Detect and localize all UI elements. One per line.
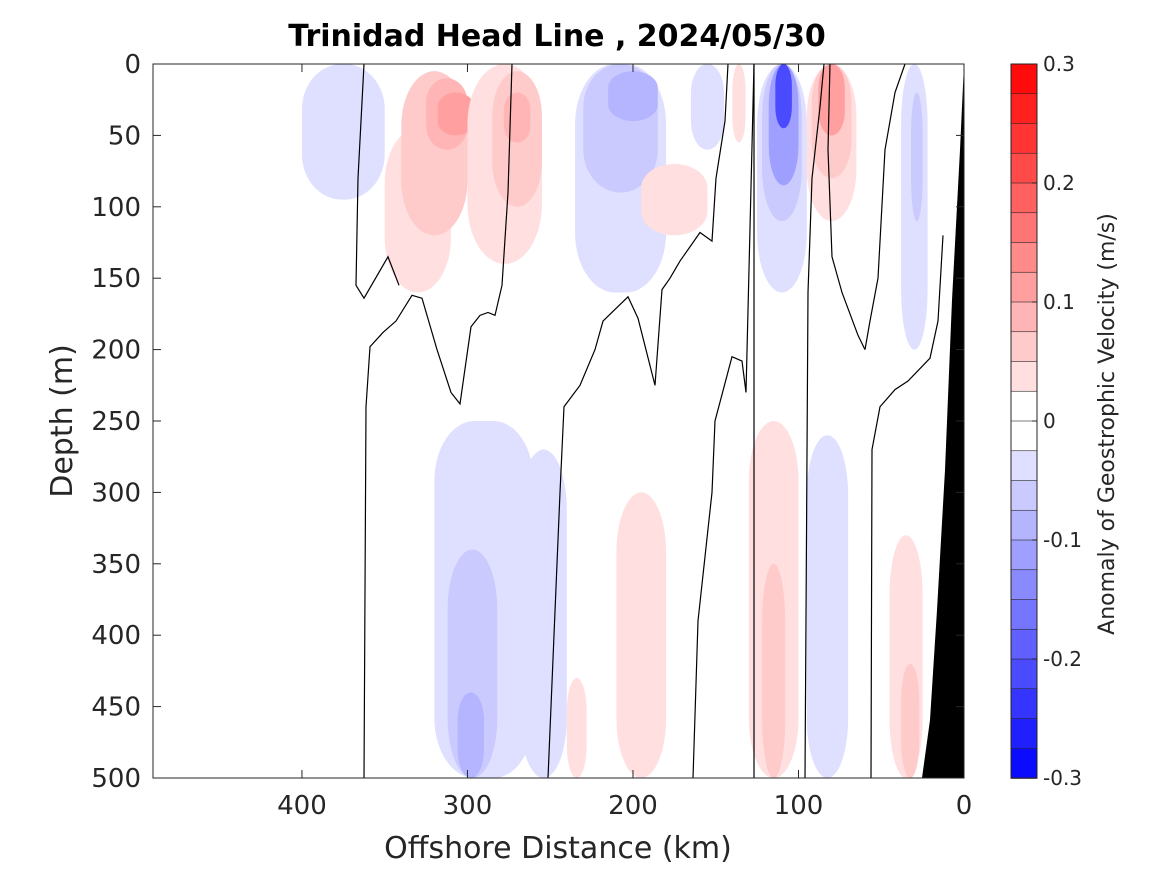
colorbar-swatch-10: [1010, 361, 1038, 393]
zero-contour-1: [363, 63, 513, 779]
colorbar-swatch-17: [1010, 569, 1038, 601]
velocity-cells: [301, 64, 928, 778]
y-tick-label-0: 0: [124, 50, 141, 80]
colorbar-swatch-15: [1010, 509, 1038, 541]
axis-ticks: 400 300 200 100 0 0 50 100 150 200 250 300 350 400 450…: [91, 50, 972, 821]
y-tick-label-300: 300: [91, 478, 141, 508]
zero-contour-7: [827, 63, 866, 350]
colorbar-tick-label--0.2: -0.2: [1043, 647, 1082, 671]
colorbar-swatch-16: [1010, 539, 1038, 571]
zero-contour-0: [355, 63, 400, 300]
velocity-cell-20: [818, 64, 845, 136]
y-tick-label-500: 500: [91, 764, 141, 794]
x-axis-label: Offshore Distance (km): [384, 831, 732, 866]
velocity-cell-33: [901, 663, 920, 778]
colorbar-swatch-20: [1010, 658, 1038, 690]
colorbar-swatch-12: [1010, 420, 1038, 452]
zero-contour-6: [870, 235, 944, 779]
plot-area: 400 300 200 100 0 0 50 100 150 200 250 300 350 400 450…: [91, 50, 972, 821]
colorbar-tick-label-0.1: 0.1: [1043, 290, 1075, 314]
x-tick-label-300: 300: [443, 791, 493, 821]
colorbar-swatches: [1010, 63, 1038, 779]
velocity-cell-0: [301, 64, 385, 200]
colorbar-tick-label-0.3: 0.3: [1043, 52, 1075, 76]
zero-contour-8: [864, 63, 906, 350]
colorbar-swatch-6: [1010, 242, 1038, 274]
velocity-cell-30: [762, 563, 786, 778]
velocity-cell-22: [911, 92, 923, 222]
y-tick-label-150: 150: [91, 264, 141, 294]
velocity-cell-12: [690, 64, 725, 150]
colorbar-tick-label-0: 0: [1043, 409, 1056, 433]
velocity-cell-31: [806, 435, 849, 778]
velocity-cell-10: [608, 71, 658, 122]
chart-title: Trinidad Head Line , 2024/05/30: [288, 19, 825, 54]
colorbar-swatch-19: [1010, 628, 1038, 660]
x-tick-label-100: 100: [774, 791, 824, 821]
y-tick-label-200: 200: [91, 336, 141, 366]
zero-contour-2: [547, 63, 729, 779]
velocity-cell-11: [641, 163, 708, 236]
colorbar-tick-label--0.3: -0.3: [1043, 766, 1082, 790]
velocity-cell-4: [437, 92, 475, 136]
x-tick-label-400: 400: [277, 791, 327, 821]
colorbar-swatch-13: [1010, 450, 1038, 482]
x-tick-label-0: 0: [956, 791, 973, 821]
zero-contours: [355, 63, 944, 779]
colorbar-swatch-3: [1010, 152, 1038, 184]
colorbar-swatch-9: [1010, 331, 1038, 363]
y-tick-label-400: 400: [91, 621, 141, 651]
colorbar-swatch-21: [1010, 688, 1038, 720]
velocity-cell-13: [732, 64, 746, 143]
velocity-cell-25: [457, 692, 485, 778]
y-axis-label: Depth (m): [45, 344, 80, 498]
colorbar-swatch-2: [1010, 123, 1038, 155]
y-tick-label-250: 250: [91, 407, 141, 437]
zero-contour-5: [804, 63, 825, 779]
colorbar-label: Anomaly of Geostrophic Velocity (m/s): [1095, 213, 1120, 635]
colorbar-swatch-22: [1010, 718, 1038, 750]
y-tick-label-350: 350: [91, 550, 141, 580]
colorbar-swatch-14: [1010, 480, 1038, 512]
velocity-cell-28: [616, 492, 667, 778]
y-tick-label-450: 450: [91, 693, 141, 723]
colorbar-swatch-8: [1010, 301, 1038, 333]
colorbar-swatch-1: [1010, 93, 1038, 125]
colorbar-swatch-11: [1010, 390, 1038, 422]
zero-contour-3: [692, 63, 755, 779]
colorbar-swatch-0: [1010, 63, 1038, 95]
seafloor-mask: [922, 64, 964, 778]
velocity-cell-27: [566, 678, 587, 778]
colorbar-swatch-18: [1010, 599, 1038, 631]
velocity-cell-7: [503, 92, 531, 143]
colorbar-tick-label-0.2: 0.2: [1043, 171, 1075, 195]
colorbar: 0.3 0.2 0.1 0 -0.1 -0.2 -0.3: [1010, 52, 1082, 790]
velocity-cell-26: [520, 449, 567, 778]
y-tick-label-100: 100: [91, 193, 141, 223]
plot-frame: [152, 63, 965, 779]
colorbar-tick-label--0.1: -0.1: [1043, 528, 1082, 552]
colorbar-swatch-23: [1010, 747, 1038, 779]
velocity-cell-17: [775, 64, 792, 129]
colorbar-ticks: 0.3 0.2 0.1 0 -0.1 -0.2 -0.3: [1032, 52, 1082, 790]
colorbar-swatch-4: [1010, 182, 1038, 214]
colorbar-swatch-5: [1010, 212, 1038, 244]
colorbar-swatch-7: [1010, 271, 1038, 303]
y-tick-label-50: 50: [108, 121, 141, 151]
x-tick-label-200: 200: [608, 791, 658, 821]
